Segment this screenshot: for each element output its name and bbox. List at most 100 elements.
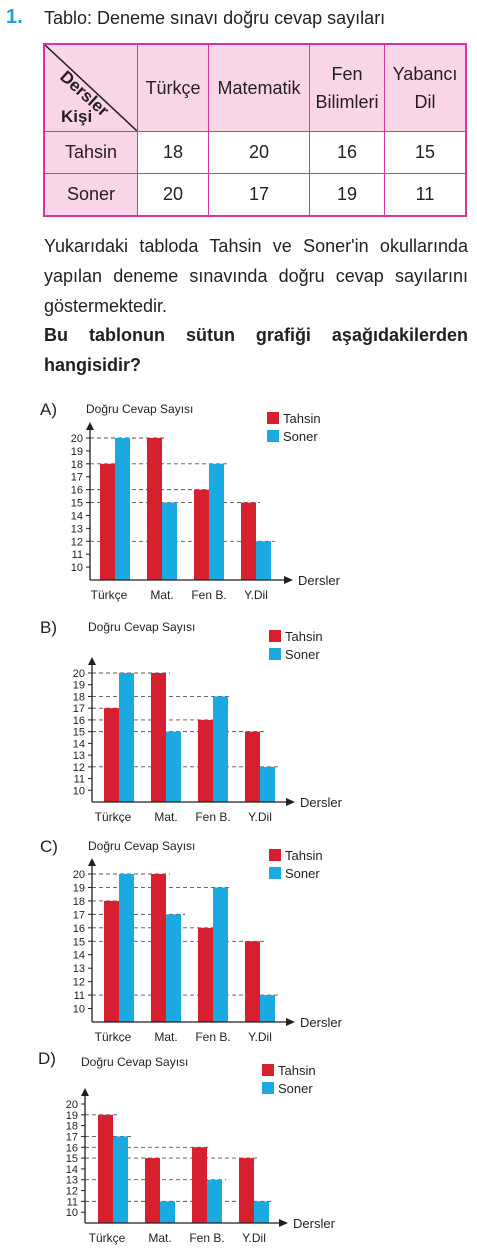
option-label: D) [38, 1049, 56, 1068]
bar-soner [254, 1201, 269, 1223]
option-label: C) [40, 837, 58, 856]
y-tick-label: 12 [73, 762, 85, 774]
y-tick-label: 15 [71, 498, 83, 510]
table-cell: 17 [208, 173, 310, 216]
y-tick-label: 14 [73, 950, 85, 962]
y-tick-label: 19 [71, 446, 83, 458]
bar-tahsin [104, 900, 119, 1022]
y-tick-label: 12 [71, 536, 83, 548]
option-c[interactable]: C) Doğru Cevap Sayısı Tahsin Soner 10 11 12 13 1… [0, 832, 477, 1042]
x-tick-label: Y.Dil [248, 1030, 272, 1042]
bar-tahsin [98, 1114, 113, 1223]
bar-tahsin [194, 489, 209, 580]
x-axis-arrow [286, 1018, 295, 1026]
legend-label-soner: Soner [283, 429, 318, 444]
legend-label-soner: Soner [285, 647, 320, 662]
question-title: Tablo: Deneme sınavı doğru cevap sayılar… [44, 8, 386, 28]
y-axis-title: Doğru Cevap Sayısı [88, 839, 195, 853]
legend-label-tahsin: Tahsin [283, 411, 321, 426]
y-axis-arrow [88, 657, 96, 665]
y-tick-label: 11 [74, 774, 85, 786]
x-axis-title: Dersler [300, 1015, 343, 1030]
y-tick-label: 18 [73, 691, 85, 703]
bar-tahsin [192, 1147, 207, 1223]
bar-soner [119, 874, 134, 1022]
option-d[interactable]: D) Doğru Cevap Sayısı Tahsin Soner 10 11 12 13 1… [0, 1046, 477, 1256]
y-tick-label: 10 [73, 1004, 85, 1016]
y-tick-label: 10 [66, 1207, 78, 1219]
table-row: Tahsin 18 20 16 15 [43, 131, 467, 174]
option-b[interactable]: B) Doğru Cevap Sayısı Tahsin Soner 10 11 12 13 1… [0, 613, 477, 823]
x-tick-label: Türkçe [91, 588, 128, 602]
y-tick-label: 20 [66, 1099, 78, 1111]
y-axis-title: Doğru Cevap Sayısı [88, 620, 195, 634]
y-tick-label: 14 [71, 510, 83, 522]
x-tick-label: Fen B. [189, 1231, 224, 1245]
y-tick-label: 13 [73, 963, 85, 975]
legend-label-tahsin: Tahsin [278, 1063, 316, 1078]
x-axis-arrow [279, 1219, 288, 1227]
legend-label-soner: Soner [285, 866, 320, 881]
legend-label-tahsin: Tahsin [285, 629, 323, 644]
y-tick-label: 15 [73, 727, 85, 739]
bar-tahsin [151, 673, 166, 802]
y-tick-label: 20 [73, 668, 85, 680]
row-label: Soner [43, 173, 138, 216]
corner-kisi: Kişi [61, 107, 93, 126]
col-header: Yabancı Dil [384, 43, 467, 132]
option-a[interactable]: A) Doğru Cevap Sayısı Tahsin Soner 10 11 12 13 1… [0, 395, 477, 605]
table-cell: 20 [137, 173, 209, 216]
bar-tahsin [147, 438, 162, 580]
x-tick-label: Y.Dil [244, 588, 268, 602]
x-tick-label: Fen B. [195, 1030, 230, 1042]
table-row: Soner 20 17 19 11 [43, 173, 467, 216]
bar-chart-c: C) Doğru Cevap SayısıTahsinSoner101112131… [40, 837, 343, 1042]
y-tick-label: 17 [71, 472, 83, 484]
x-tick-label: Fen B. [191, 588, 226, 602]
bar-soner [213, 696, 228, 802]
x-tick-label: Türkçe [89, 1231, 126, 1245]
y-tick-label: 12 [73, 977, 85, 989]
bar-tahsin [245, 941, 260, 1022]
y-tick-label: 18 [71, 459, 83, 471]
y-tick-label: 13 [71, 523, 83, 535]
x-tick-label: Y.Dil [242, 1231, 266, 1245]
option-label: A) [40, 400, 57, 419]
bar-tahsin [245, 731, 260, 802]
x-axis-arrow [284, 576, 293, 584]
legend-swatch-soner [262, 1082, 274, 1094]
y-axis-title: Doğru Cevap Sayısı [86, 402, 193, 416]
y-tick-label: 11 [67, 1196, 78, 1208]
y-tick-label: 15 [73, 936, 85, 948]
y-axis-arrow [86, 422, 94, 430]
y-tick-label: 17 [73, 703, 85, 715]
bar-soner [209, 463, 224, 580]
y-tick-label: 16 [73, 923, 85, 935]
question-number: 1. [6, 6, 23, 28]
y-tick-label: 10 [71, 562, 83, 574]
table-cell: 11 [384, 173, 467, 216]
question-paragraph: Yukarıdaki tabloda Tahsin ve Soner'in ok… [44, 236, 468, 316]
bar-soner [162, 502, 177, 580]
bar-soner [260, 766, 275, 802]
x-axis-title: Dersler [298, 573, 341, 588]
y-tick-label: 20 [73, 869, 85, 881]
y-tick-label: 16 [71, 485, 83, 497]
y-tick-label: 18 [66, 1121, 78, 1133]
x-tick-label: Mat. [154, 810, 177, 823]
bar-tahsin [145, 1158, 160, 1223]
bar-chart-b: B) Doğru Cevap SayısıTahsinSoner101112131… [40, 618, 343, 823]
legend-swatch-soner [267, 430, 279, 442]
bar-tahsin [198, 719, 213, 802]
col-header: Matematik [208, 43, 310, 132]
legend-swatch-soner [269, 867, 281, 879]
y-tick-label: 16 [73, 715, 85, 727]
y-tick-label: 12 [66, 1186, 78, 1198]
y-tick-label: 18 [73, 896, 85, 908]
y-tick-label: 17 [73, 909, 85, 921]
y-tick-label: 15 [66, 1153, 78, 1165]
y-tick-label: 19 [73, 680, 85, 692]
bar-tahsin [241, 502, 256, 580]
legend-swatch-tahsin [267, 412, 279, 424]
table-header-row: Dersler Kişi Türkçe Matematik Fen Biliml… [43, 43, 467, 132]
